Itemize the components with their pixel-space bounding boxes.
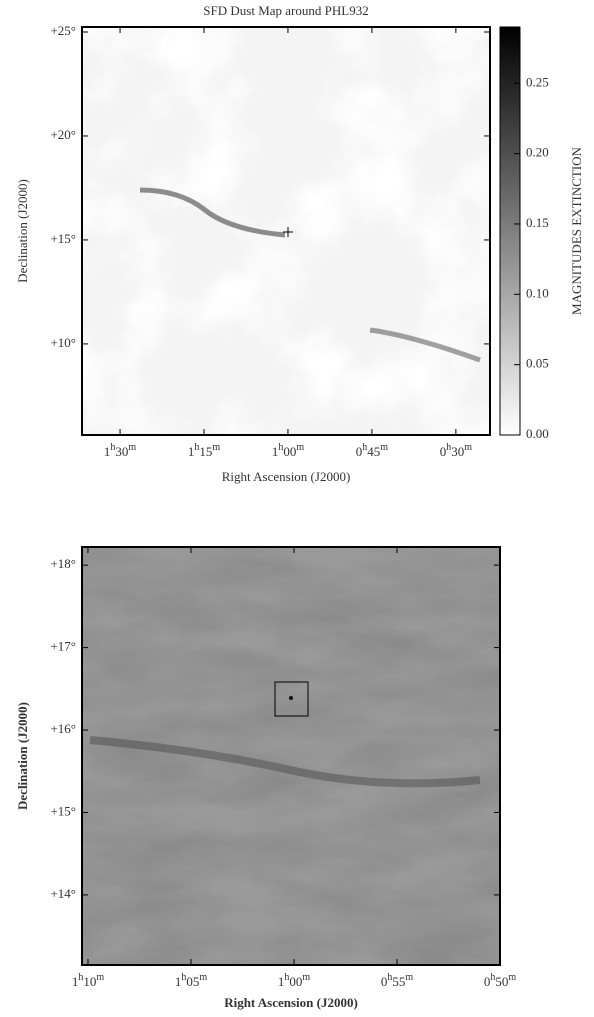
y-tick-label: +14° [50,886,76,901]
x-axis-label: Right Ascension (J2000) [222,469,351,484]
y-axis-label: Declination (J2000) [15,702,30,810]
y-axis-label: Declination (J2000) [15,179,30,283]
y-tick-label: +15° [50,803,76,818]
x-tick-label: 1h15m [188,442,221,459]
y-tick-label: +25° [50,23,76,38]
x-tick-label: 1h05m [175,972,208,989]
x-tick-label: 0h55m [381,972,414,989]
colorbar-label: MAGNITUDES EXTINCTION [569,146,584,315]
target-star [289,696,293,700]
chart-title: SFD Dust Map around PHL932 [203,3,368,18]
dust-filament [369,327,481,363]
dust-filament [89,736,481,788]
plot-frame [81,546,501,966]
colorbar-tick-label: 0.10 [526,285,549,300]
x-tick-label: 0h50m [484,972,517,989]
colorbar-tick-label: 0.15 [526,215,549,230]
y-tick-label: +18° [50,556,76,571]
y-tick-label: +20° [50,127,76,142]
y-tick-label: +16° [50,721,76,736]
y-tick-label: +17° [50,639,76,654]
x-tick-label: 1h30m [104,442,137,459]
y-tick-label: +10° [50,335,76,350]
x-tick-label: 1h10m [72,972,105,989]
x-tick-label: 0h30m [440,442,473,459]
colorbar [499,26,521,436]
dust-filament [139,187,286,238]
x-tick-label: 1h00m [278,972,311,989]
colorbar-tick-label: 0.25 [526,74,549,89]
colorbar-tick-label: 0.00 [526,426,549,441]
plot-frame [81,26,491,436]
x-tick-label: 1h00m [272,442,305,459]
colorbar-tick-label: 0.20 [526,145,549,160]
x-tick-label: 0h45m [356,442,389,459]
dust-map [82,547,500,965]
x-axis-label: Right Ascension (J2000) [224,995,358,1010]
target-marker [283,227,293,237]
y-tick-label: +15° [50,231,76,246]
colorbar-tick-label: 0.05 [526,356,549,371]
dust-map [82,27,490,435]
target-box [274,681,309,717]
